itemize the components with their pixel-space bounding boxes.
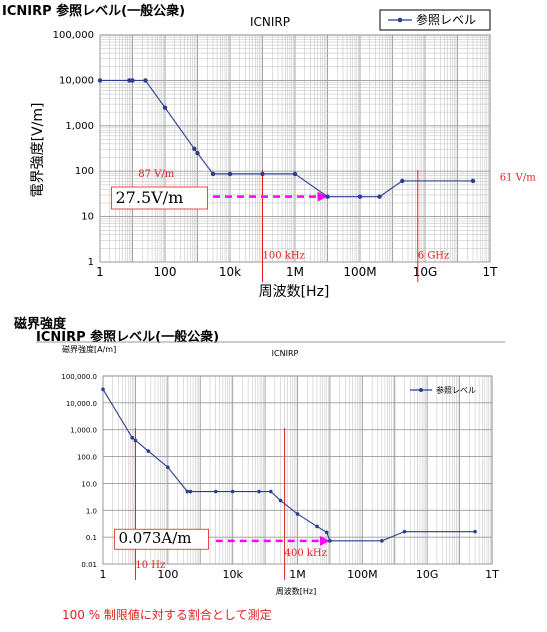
y-tick-label: 1 (88, 257, 94, 268)
data-point (185, 489, 190, 494)
arrow-head (317, 191, 328, 202)
annotation-label: 10 Hz (135, 560, 165, 571)
y-tick-label: 1.0 (86, 507, 97, 515)
x-tick-label: 100 (154, 265, 177, 279)
data-point (213, 489, 218, 494)
data-point (227, 171, 233, 177)
data-point (143, 78, 148, 83)
section2-label: 磁界強度 (14, 317, 67, 332)
series-line (100, 79, 474, 198)
data-point (162, 105, 168, 110)
data-point (473, 529, 477, 534)
x-tick-label: 100 (157, 568, 178, 581)
data-point (195, 150, 200, 156)
data-point (292, 171, 298, 177)
y-tick-label: 100,000.0 (61, 373, 97, 381)
data-point (295, 512, 300, 516)
data-point (278, 498, 283, 503)
data-point (130, 78, 135, 83)
data-point (188, 489, 193, 494)
data-point (97, 78, 103, 83)
data-point (380, 539, 384, 543)
data-point (127, 78, 132, 83)
data-point (230, 489, 235, 494)
annotation-label: 400 kHz (285, 548, 327, 559)
y-tick-label: 100 (75, 166, 94, 177)
y-tick-label: 0.1 (86, 534, 97, 542)
chart1-xlabel: 周波数[Hz] (259, 284, 330, 300)
data-point (210, 171, 216, 177)
y-tick-label: 10,000 (59, 75, 94, 86)
value-box (111, 186, 208, 210)
x-tick-label: 1 (100, 568, 107, 581)
chart1-legend-label: 参照レベル (416, 12, 476, 27)
y-tick-label: 100.0 (77, 454, 97, 462)
x-tick-label: 1 (96, 265, 104, 279)
data-point (133, 438, 138, 443)
x-tick-label: 10k (219, 265, 241, 279)
data-point (377, 194, 382, 199)
chart1-heading: ICNIRP 参照レベル(一般公衆) (2, 4, 186, 19)
chart2-annotations: 10 Hz 400 kHz 0.073A/m (114, 428, 330, 580)
annotation-label: 87 V/m (138, 169, 174, 180)
data-point (400, 178, 405, 184)
data-point (166, 465, 170, 470)
data-point (328, 539, 332, 543)
chart1-annotations: 87 V/m 61 V/m 100 kHz 6 GHz 27.5V/m (111, 169, 536, 282)
data-point (130, 435, 135, 440)
chart2-xlabel: 周波数[Hz] (276, 586, 316, 596)
y-tick-label: 10 (81, 212, 94, 223)
value-box (114, 528, 209, 550)
data-point (470, 178, 476, 184)
chart1-title: ICNIRP (250, 15, 290, 29)
data-point (324, 530, 329, 535)
x-tick-label: 1T (483, 265, 499, 279)
annotation-label: 100 kHz (263, 250, 305, 261)
arrow-head (319, 535, 330, 546)
chart1-axes: 1 100 10k 1M 100M 10G 1T 1 10 100 1,000 10,000 100,0… (53, 30, 499, 279)
x-tick-label: 1M (289, 568, 306, 581)
x-tick-label: 100M (347, 568, 378, 581)
data-point (315, 524, 319, 529)
chart2-axes: 1 100 10k 1M 100M 10G 1T 0.01 0.1 1.0 10.0 100.0 1,0… (61, 373, 499, 581)
y-tick-label: 1,000.0 (70, 427, 97, 435)
data-point (402, 529, 407, 534)
x-tick-label: 1T (485, 568, 499, 581)
chart2-legend: 参照レベル (410, 385, 476, 395)
chart1-legend: 参照レベル (379, 9, 491, 31)
chart1-grid (99, 34, 491, 263)
y-tick-label: 100,000 (53, 30, 94, 41)
chart2-legend-label: 参照レベル (436, 385, 476, 395)
y-tick-label: 10.0 (81, 480, 97, 488)
x-tick-label: 10G (413, 265, 438, 279)
data-point (192, 146, 197, 151)
data-point (260, 171, 265, 177)
data-point (268, 489, 273, 494)
value-label: 27.5V/m (116, 188, 184, 207)
chart1-series (97, 78, 476, 199)
y-tick-label: 10,000.0 (66, 400, 97, 408)
annotation-label: 6 GHz (418, 250, 450, 261)
chart2-series (101, 387, 477, 543)
data-point (325, 194, 330, 199)
chart2-ylabel: 磁界強度[A/m] (62, 344, 116, 354)
x-tick-label: 100M (343, 265, 376, 279)
electric-field-chart: ICNIRP 1 100 10k 1M 100M 10G 1T 1 10 100 1,000 10,0… (30, 9, 536, 300)
value-label: 0.073A/m (118, 529, 191, 547)
chart2-title: ICNIRP (272, 349, 299, 358)
data-point (146, 449, 151, 453)
magnetic-field-chart: ICNIRP 磁界強度[A/m] 1 100 10k 1M 100M 10G 1T 0.01 0… (36, 341, 505, 596)
y-tick-label: 1,000 (65, 121, 94, 132)
annotation-label: 61 V/m (500, 173, 536, 184)
x-tick-label: 10G (416, 568, 439, 581)
footer-note: 100 % 制限値に対する割合として測定 (62, 608, 272, 622)
chart2-heading: ICNIRP 参照レベル(一般公衆) (36, 330, 220, 345)
y-tick-label: 0.01 (81, 561, 97, 569)
x-tick-label: 10k (222, 568, 243, 581)
data-point (357, 194, 363, 199)
chart1-ylabel: 電界強度[V/m] (30, 103, 46, 198)
data-point (101, 387, 105, 392)
data-point (257, 489, 261, 494)
x-tick-label: 1M (286, 265, 304, 279)
